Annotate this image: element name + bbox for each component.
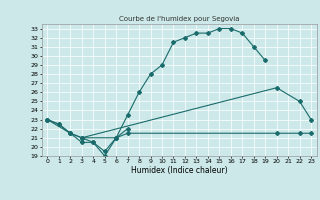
Title: Courbe de l'humidex pour Segovia: Courbe de l'humidex pour Segovia (119, 16, 239, 22)
X-axis label: Humidex (Indice chaleur): Humidex (Indice chaleur) (131, 166, 228, 175)
